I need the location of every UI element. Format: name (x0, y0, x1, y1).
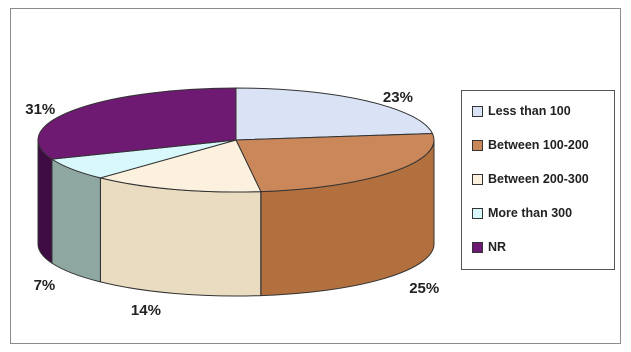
pie-slice-between-200-300 (98, 139, 262, 193)
pie-side-between-200-300 (99, 177, 262, 297)
legend-item: NR (472, 237, 506, 257)
legend-swatch (472, 139, 483, 151)
legend-label: NR (488, 240, 507, 254)
pie-label-between-200-300: 14% (131, 302, 161, 319)
legend-swatch (472, 241, 483, 253)
legend-label: Between 100-200 (488, 138, 589, 152)
pie-side-nr (37, 139, 53, 265)
pie-slice-nr (37, 87, 237, 160)
legend-swatch (472, 105, 483, 117)
legend: Less than 100 Between 100-200 Between 200-… (461, 90, 615, 270)
pie-slice-less-than-100 (235, 87, 434, 141)
pie-label-more-than-300: 7% (34, 277, 56, 294)
legend-item: More than 300 (472, 203, 572, 223)
legend-label: More than 300 (488, 206, 573, 220)
pie-side-more-than-300 (51, 158, 101, 283)
legend-item: Less than 100 (472, 101, 571, 121)
legend-label: Between 200-300 (488, 172, 589, 186)
legend-swatch (472, 173, 483, 185)
pie-label-less-than-100: 23% (383, 89, 413, 106)
pie-slice-between-100-200 (235, 132, 435, 193)
legend-item: Between 100-200 (472, 135, 589, 155)
legend-label: Less than 100 (488, 104, 571, 118)
legend-item: Between 200-300 (472, 169, 589, 189)
pie-label-nr: 31% (25, 101, 55, 118)
legend-swatch (472, 207, 483, 219)
pie-label-between-100-200: 25% (409, 280, 439, 297)
